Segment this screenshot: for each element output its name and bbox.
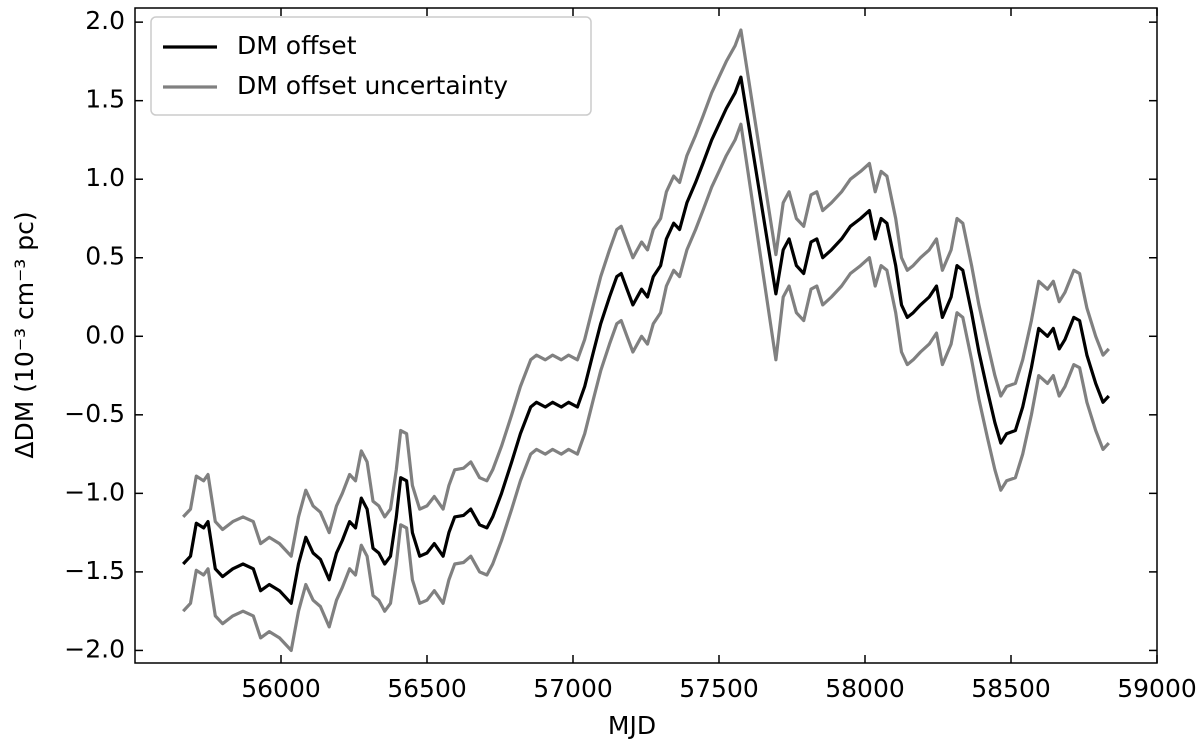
y-tick-label: 1.0 (85, 163, 125, 192)
x-tick-label: 58500 (971, 674, 1051, 703)
y-tick-label: −1.0 (64, 477, 125, 506)
x-tick-label: 58000 (825, 674, 905, 703)
y-axis-label: ΔDM (10⁻³ cm⁻³ pc) (10, 211, 39, 458)
legend-label: DM offset uncertainty (237, 71, 508, 100)
legend-label: DM offset (237, 31, 357, 60)
y-tick-label: −1.5 (64, 556, 125, 585)
y-tick-label: −2.0 (64, 634, 125, 663)
y-tick-label: 0.5 (85, 242, 125, 271)
x-tick-label: 59000 (1117, 674, 1197, 703)
plot-frame (134, 7, 1158, 664)
x-tick-label: 56000 (241, 674, 321, 703)
x-axis-label: MJD (608, 711, 656, 740)
x-tick-label: 56500 (387, 674, 467, 703)
legend-box (150, 16, 592, 116)
y-tick-label: 0.0 (85, 320, 125, 349)
y-tick-label: −0.5 (64, 399, 125, 428)
legend: DM offset DM offset uncertainty (150, 16, 592, 116)
y-tick-label: 1.5 (85, 85, 125, 114)
x-tick-label: 57000 (533, 674, 613, 703)
x-tick-label: 57500 (679, 674, 759, 703)
uncertainty-line (182, 122, 1110, 652)
uncertainty-line (182, 28, 1110, 558)
data-line (182, 75, 1110, 605)
y-tick-label: 2.0 (85, 6, 125, 35)
